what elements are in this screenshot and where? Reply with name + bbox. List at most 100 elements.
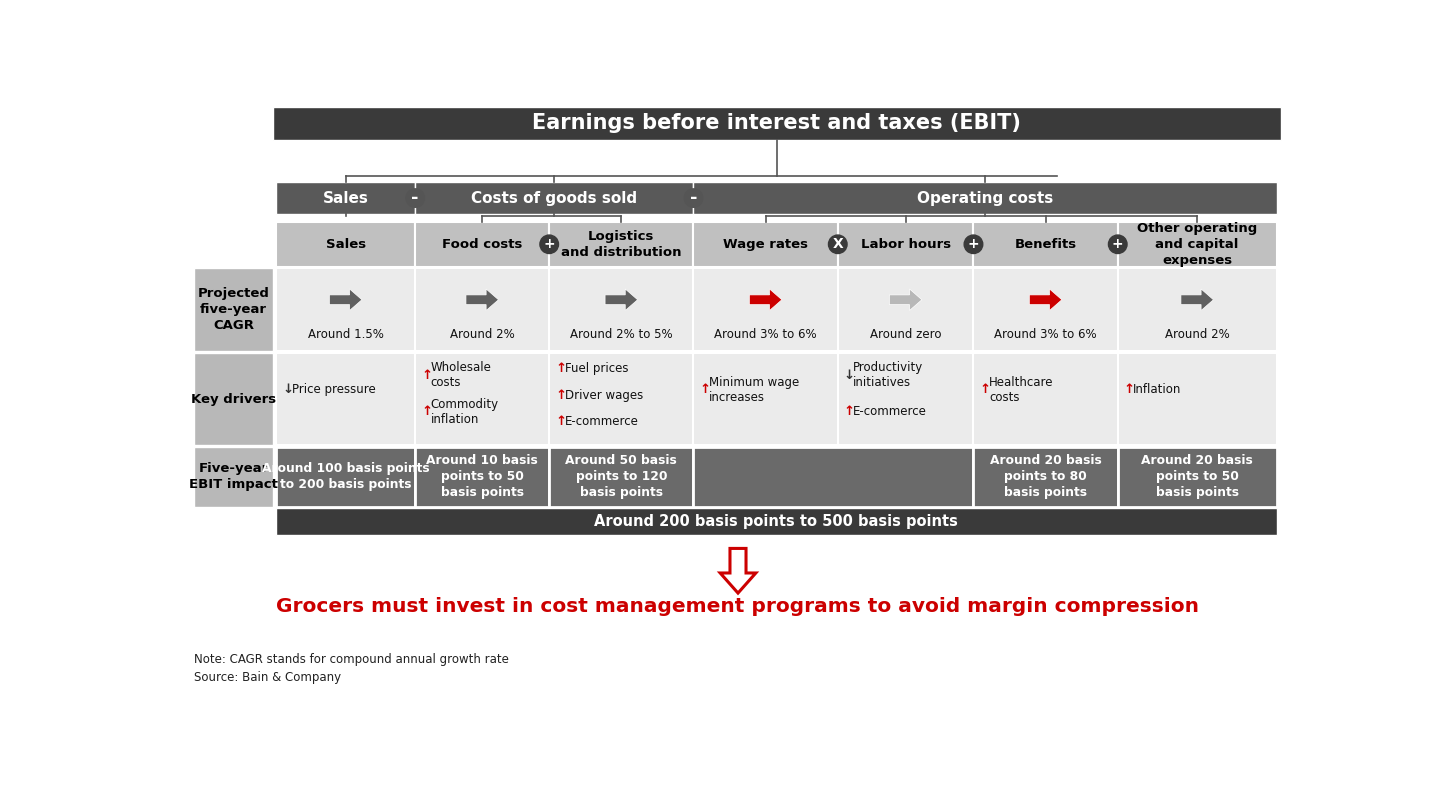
Text: +: + — [968, 237, 979, 251]
Bar — [973, 447, 1117, 507]
Bar — [973, 353, 1117, 446]
Text: Other operating
and capital
expenses: Other operating and capital expenses — [1138, 222, 1257, 266]
Bar — [194, 353, 274, 446]
Bar — [276, 353, 415, 446]
Text: ↓: ↓ — [282, 383, 294, 396]
Text: Minimum wage
increases: Minimum wage increases — [708, 376, 799, 404]
Text: ↑: ↑ — [700, 383, 711, 396]
Text: Around 3% to 6%: Around 3% to 6% — [714, 328, 816, 341]
Bar — [694, 268, 838, 352]
Text: Inflation: Inflation — [1133, 383, 1182, 396]
Text: Labor hours: Labor hours — [861, 238, 950, 251]
Text: +: + — [1112, 237, 1123, 251]
Text: Key drivers: Key drivers — [192, 393, 276, 406]
Bar — [276, 447, 415, 507]
Polygon shape — [890, 289, 922, 310]
Text: Around 100 basis points
to 200 basis points: Around 100 basis points to 200 basis poi… — [262, 463, 429, 492]
Polygon shape — [1181, 289, 1214, 310]
Text: Around 1.5%: Around 1.5% — [308, 328, 383, 341]
Text: ↑: ↑ — [422, 369, 432, 382]
Text: E-commerce: E-commerce — [564, 415, 638, 428]
Circle shape — [828, 235, 847, 254]
Text: Around 50 basis
points to 120
basis points: Around 50 basis points to 120 basis poin… — [566, 454, 677, 499]
Bar — [549, 447, 694, 507]
Polygon shape — [1030, 289, 1061, 310]
Text: Five-year
EBIT impact: Five-year EBIT impact — [189, 463, 278, 492]
Bar — [276, 509, 1277, 535]
Bar — [194, 447, 274, 507]
Text: ↑: ↑ — [556, 415, 566, 428]
Text: Driver wages: Driver wages — [564, 389, 642, 402]
Bar — [694, 353, 838, 446]
Bar — [549, 222, 694, 266]
Bar — [276, 182, 415, 214]
Bar — [694, 182, 1277, 214]
Bar — [415, 182, 694, 214]
Bar — [838, 222, 973, 266]
Circle shape — [684, 189, 703, 207]
Bar — [1117, 447, 1277, 507]
Polygon shape — [605, 289, 638, 310]
Text: Healthcare
costs: Healthcare costs — [989, 376, 1054, 404]
Text: Around 10 basis
points to 50
basis points: Around 10 basis points to 50 basis point… — [426, 454, 539, 499]
Bar — [415, 268, 549, 352]
Bar — [415, 353, 549, 446]
Text: Sales: Sales — [323, 190, 369, 206]
Text: Operating costs: Operating costs — [917, 190, 1053, 206]
Bar — [415, 447, 549, 507]
Text: ↑: ↑ — [844, 406, 855, 419]
Polygon shape — [330, 289, 361, 310]
Text: ↑: ↑ — [979, 383, 991, 396]
Bar — [274, 107, 1280, 139]
Bar — [1117, 222, 1277, 266]
Text: Grocers must invest in cost management programs to avoid margin compression: Grocers must invest in cost management p… — [276, 598, 1200, 616]
Text: ↑: ↑ — [556, 389, 566, 402]
Bar — [194, 268, 274, 352]
Bar — [276, 268, 415, 352]
Bar — [838, 353, 973, 446]
Text: Around 2% to 5%: Around 2% to 5% — [570, 328, 672, 341]
Text: +: + — [543, 237, 554, 251]
Text: Sales: Sales — [325, 238, 366, 251]
Bar — [549, 353, 694, 446]
Text: -: - — [690, 189, 697, 207]
Bar — [973, 222, 1117, 266]
Text: Earnings before interest and taxes (EBIT): Earnings before interest and taxes (EBIT… — [533, 113, 1021, 134]
Text: Benefits: Benefits — [1015, 238, 1077, 251]
Text: Around zero: Around zero — [870, 328, 942, 341]
Text: E-commerce: E-commerce — [854, 406, 927, 419]
Text: Fuel prices: Fuel prices — [564, 362, 628, 375]
Text: Wholesale
costs: Wholesale costs — [431, 361, 491, 389]
Polygon shape — [749, 289, 782, 310]
Bar — [694, 447, 973, 507]
Bar — [973, 268, 1117, 352]
Text: Around 2%: Around 2% — [1165, 328, 1230, 341]
Circle shape — [406, 189, 425, 207]
Bar — [276, 222, 415, 266]
Circle shape — [540, 235, 559, 254]
Text: Projected
five-year
CAGR: Projected five-year CAGR — [197, 288, 269, 332]
Text: Around 20 basis
points to 50
basis points: Around 20 basis points to 50 basis point… — [1142, 454, 1253, 499]
Text: ↓: ↓ — [844, 369, 855, 382]
Text: -: - — [412, 189, 419, 207]
Polygon shape — [720, 548, 756, 593]
Text: X: X — [832, 237, 844, 251]
Text: ↑: ↑ — [556, 362, 566, 375]
Text: Costs of goods sold: Costs of goods sold — [471, 190, 638, 206]
Text: Food costs: Food costs — [442, 238, 523, 251]
Text: Wage rates: Wage rates — [723, 238, 808, 251]
Bar — [1117, 268, 1277, 352]
Circle shape — [965, 235, 982, 254]
Text: Around 2%: Around 2% — [449, 328, 514, 341]
Text: ↑: ↑ — [422, 406, 432, 419]
Text: Around 20 basis
points to 80
basis points: Around 20 basis points to 80 basis point… — [989, 454, 1102, 499]
Bar — [838, 268, 973, 352]
Text: ↑: ↑ — [1125, 383, 1135, 396]
Polygon shape — [467, 289, 498, 310]
Text: Note: CAGR stands for compound annual growth rate
Source: Bain & Company: Note: CAGR stands for compound annual gr… — [194, 653, 508, 684]
Bar — [694, 222, 838, 266]
Text: Price pressure: Price pressure — [291, 383, 376, 396]
Text: Productivity
initiatives: Productivity initiatives — [854, 361, 923, 389]
Text: Around 3% to 6%: Around 3% to 6% — [994, 328, 1097, 341]
Text: Around 200 basis points to 500 basis points: Around 200 basis points to 500 basis poi… — [595, 514, 958, 529]
